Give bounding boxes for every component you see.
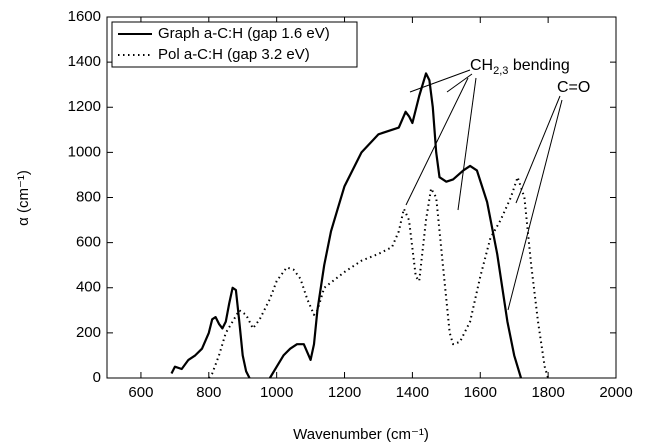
- y-tick-label: 400: [76, 279, 101, 296]
- annotation-part: bending: [508, 57, 569, 74]
- series-line: [170, 72, 523, 379]
- x-tick-label: 1200: [328, 384, 361, 401]
- x-tick-label: 1600: [464, 384, 497, 401]
- legend-label: Graph a-C:H (gap 1.6 eV): [158, 25, 330, 42]
- x-axis-label: Wavenumber (cm⁻¹): [293, 426, 429, 443]
- annotation-part: 2,3: [493, 65, 508, 77]
- x-tick-label: 1000: [260, 384, 293, 401]
- arrows: [405, 69, 563, 311]
- y-tick-label: 1600: [68, 8, 101, 25]
- annotation: CH2,3 bending: [470, 57, 570, 77]
- legend-box: [111, 21, 358, 68]
- x-tick-label: 800: [196, 384, 221, 401]
- x-tick-label: 600: [128, 384, 153, 401]
- y-tick-label: 1400: [68, 53, 101, 70]
- y-tick-label: 1000: [68, 143, 101, 160]
- y-tick-label: 1200: [68, 98, 101, 115]
- x-tick-label: 2000: [599, 384, 632, 401]
- y-tick-label: 600: [76, 234, 101, 251]
- y-tick-label: 800: [76, 188, 101, 205]
- annotation-part: C=O: [557, 79, 590, 96]
- x-tick-label: 1400: [396, 384, 429, 401]
- y-axis-label: α (cm⁻¹): [15, 170, 32, 226]
- annotation-part: CH: [470, 57, 493, 74]
- y-tick-label: 0: [93, 369, 101, 386]
- legend-label: Pol a-C:H (gap 3.2 eV): [158, 46, 310, 63]
- x-tick-label: 1800: [531, 384, 564, 401]
- annotation: C=O: [557, 79, 590, 96]
- series-line: [208, 176, 550, 379]
- y-tick-label: 200: [76, 324, 101, 341]
